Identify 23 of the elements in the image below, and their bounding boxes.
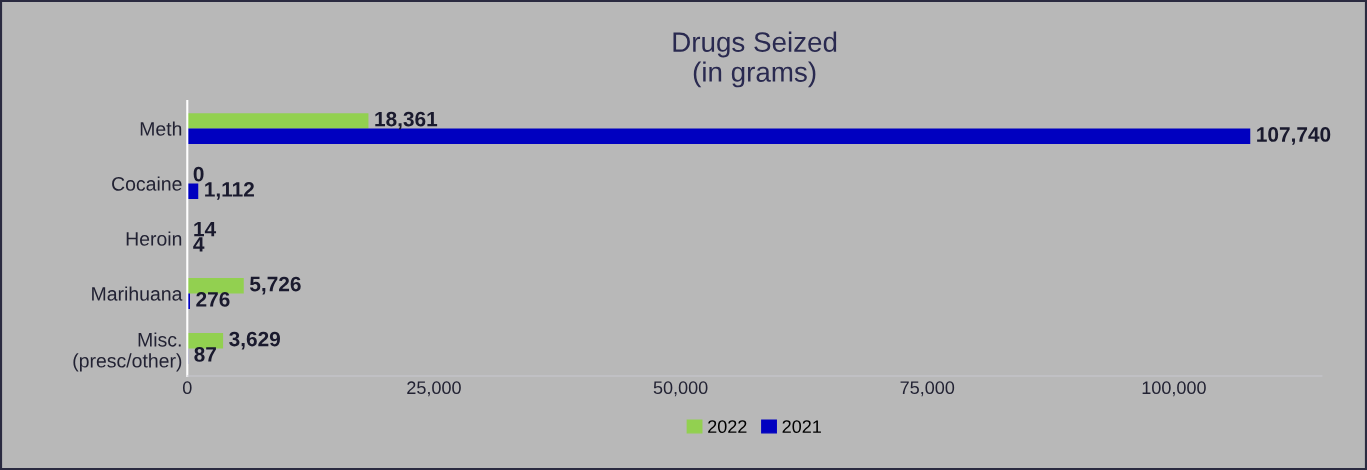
data-label: 18,361	[375, 111, 438, 130]
data-label: 1,112	[205, 182, 254, 200]
y-tick-label: Meth	[140, 121, 182, 136]
data-label: 87	[194, 347, 216, 362]
legend-label: 2022	[708, 420, 747, 434]
data-label: 107,740	[1257, 127, 1331, 145]
y-tick-label: Marihuana	[92, 286, 183, 301]
data-label: 0	[193, 166, 204, 182]
y-tick-label: Heroin	[126, 231, 182, 246]
x-tick-label: 25,000	[407, 381, 461, 397]
data-label: 14	[194, 221, 217, 237]
x-tick-label: 75,000	[900, 381, 955, 397]
data-label: 3,629	[229, 331, 280, 350]
data-label: 276	[196, 292, 230, 307]
x-tick-label: 100,000	[1142, 381, 1206, 397]
y-tick-label: Cocaine	[112, 176, 182, 191]
x-tick-label: 0	[182, 381, 192, 395]
y-tick-label: Misc. (presc/other)	[73, 332, 182, 372]
x-tick-label: 50,000	[653, 381, 708, 397]
data-label: 5,726	[249, 276, 301, 295]
data-label: 4	[193, 237, 205, 252]
legend-label: 2021	[782, 420, 821, 434]
chart-title: Drugs Seized (in grams)	[673, 31, 837, 88]
